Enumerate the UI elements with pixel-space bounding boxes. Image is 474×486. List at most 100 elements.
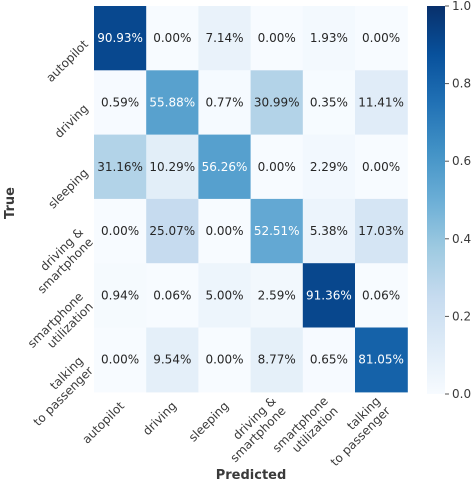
heatmap-cell (355, 198, 408, 264)
heatmap-cell (355, 263, 408, 329)
x-tick-label-line: sleeping (186, 399, 232, 445)
heatmap-cell-label: 0.35% (310, 95, 348, 109)
heatmap-cell-label: 0.65% (310, 353, 348, 367)
heatmap-cell (302, 327, 356, 393)
heatmap-cell (146, 70, 199, 136)
heatmap-cell-label: 0.00% (362, 160, 400, 174)
colorbar-tick-label: 0.4 (452, 232, 471, 246)
heatmap-cell (146, 6, 199, 71)
heatmap-cell (302, 70, 356, 136)
heatmap-cell-label: 5.38% (310, 224, 348, 238)
heatmap-cell-label: 91.36% (306, 288, 352, 302)
heatmap-cell (94, 198, 147, 264)
heatmap-cell (250, 70, 304, 136)
heatmap-cell-label: 11.41% (358, 95, 404, 109)
heatmap-cell-label: 0.00% (362, 31, 400, 45)
y-tick-label-line: autopilot (43, 37, 91, 85)
heatmap-cell (355, 327, 408, 393)
heatmap-cell-label: 81.05% (358, 353, 404, 367)
heatmap-cell (94, 70, 147, 136)
y-tick-label: autopilot (43, 37, 91, 85)
heatmap-cell (355, 134, 408, 200)
colorbar: 0.0 0.2 0.4 0.6 0.8 1.0 (427, 0, 471, 401)
heatmap-cell (355, 70, 408, 136)
heatmap-cell (302, 134, 356, 200)
heatmap-cell-label: 9.54% (153, 353, 191, 367)
y-tick-label: driving &smartphone (35, 225, 96, 296)
heatmap-cell (250, 263, 304, 329)
heatmap-cell (146, 198, 199, 264)
colorbar-tick-label: 0.6 (452, 154, 471, 168)
heatmap-cell-label: 0.06% (362, 288, 400, 302)
heatmap-cell-label: 0.59% (101, 95, 139, 109)
x-tick-label-line: autopilot (79, 399, 127, 447)
colorbar-tick-label: 1.0 (452, 0, 471, 13)
y-axis-label: True (3, 187, 18, 219)
heatmap-cell-label: 10.29% (149, 160, 195, 174)
heatmap-cell (302, 198, 356, 264)
heatmap-cell-label: 1.93% (310, 31, 348, 45)
x-tick-label: autopilot (79, 399, 127, 447)
heatmap-cell-label: 0.00% (258, 31, 296, 45)
colorbar-tick-label: 0.0 (452, 387, 471, 401)
heatmap-cell (250, 134, 304, 200)
heatmap-cell-label: 0.00% (153, 31, 191, 45)
heatmap-cell-label: 90.93% (97, 31, 143, 45)
heatmap-cell-label: 0.00% (101, 224, 139, 238)
colorbar-tick-label: 0.8 (452, 77, 471, 91)
y-axis-tick-labels: autopilot driving sleeping driving &smartph… (25, 37, 96, 429)
heatmap-cell (198, 263, 252, 329)
heatmap-cell (198, 198, 252, 264)
heatmap-cells (94, 6, 408, 393)
heatmap-cell (146, 263, 199, 329)
heatmap-cell-label: 55.88% (149, 95, 195, 109)
heatmap-cell (250, 198, 304, 264)
y-tick-label: sleeping (45, 166, 91, 212)
y-tick-label-line: driving (52, 102, 91, 141)
heatmap-cell-label: 0.00% (205, 353, 243, 367)
heatmap-cell (146, 134, 199, 200)
heatmap-cell (94, 134, 147, 200)
heatmap-cell (355, 6, 408, 71)
heatmap-cell (94, 6, 147, 71)
heatmap-cell (94, 263, 147, 329)
heatmap-cell-label: 30.99% (254, 95, 300, 109)
heatmap-cell-label: 2.59% (258, 288, 296, 302)
x-tick-label-line: driving (140, 399, 179, 438)
heatmap-cell-label: 56.26% (202, 160, 248, 174)
heatmap-cell (198, 327, 252, 393)
heatmap-cell-label: 0.00% (258, 160, 296, 174)
y-tick-label: driving (52, 102, 91, 141)
heatmap-cell-label: 0.77% (205, 95, 243, 109)
heatmap-cell-label: 31.16% (97, 160, 143, 174)
heatmap-cell (250, 327, 304, 393)
heatmap-cell (250, 6, 304, 71)
heatmap-cell-label: 7.14% (205, 31, 243, 45)
heatmap-cell-label: 52.51% (254, 224, 300, 238)
x-tick-label: sleeping (186, 399, 232, 445)
colorbar-tick-label: 0.2 (452, 309, 471, 323)
heatmap-cell-label: 0.06% (153, 288, 191, 302)
heatmap-cell-label: 0.94% (101, 288, 139, 302)
heatmap-cell-label: 25.07% (149, 224, 195, 238)
y-tick-label-line: sleeping (45, 166, 91, 212)
heatmap-cell (94, 327, 147, 393)
x-tick-label: driving (140, 399, 179, 438)
heatmap-cell-label: 17.03% (358, 224, 404, 238)
heatmap-cell-label: 5.00% (205, 288, 243, 302)
heatmap-cell-label: 8.77% (258, 353, 296, 367)
heatmap-cell-label: 2.29% (310, 160, 348, 174)
heatmap-cell (302, 6, 356, 71)
heatmap-cell (146, 327, 199, 393)
heatmap-cell-label: 0.00% (101, 353, 139, 367)
heatmap-cell (198, 134, 252, 200)
x-axis-label: Predicted (216, 468, 287, 483)
heatmap-cell-label: 0.00% (205, 224, 243, 238)
heatmap-cell (198, 6, 252, 71)
heatmap-cell (302, 263, 356, 329)
